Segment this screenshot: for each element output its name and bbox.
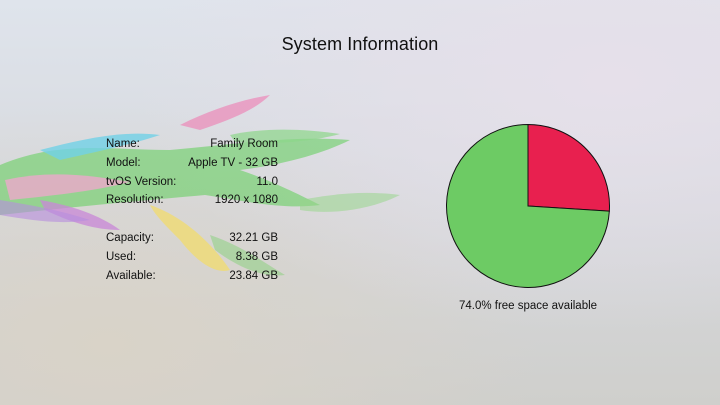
info-label: Model: [106,156,141,169]
info-row-resolution: Resolution: 1920 x 1080 [106,191,278,210]
device-info-list: Name: Family Room Model: Apple TV - 32 G… [106,135,278,210]
info-value: Family Room [210,138,278,150]
info-value: 8.38 GB [235,250,278,263]
info-label: Available: [106,269,156,282]
info-value: Apple TV - 32 GB [188,156,278,169]
info-row-name: Name: Family Room [106,135,278,154]
info-label: Capacity: [106,232,154,244]
free-space-caption: 74.0% free space available [458,300,598,312]
storage-info-list: Capacity: 32.21 GB Used: 8.38 GB Availab… [106,229,278,285]
info-row-available: Available: 23.84 GB [106,267,278,286]
pie-slice-used [527,124,610,212]
info-label: Name: [106,138,140,150]
info-value: 23.84 GB [229,269,278,282]
info-label: Resolution: [106,194,164,207]
info-value: 32.21 GB [229,232,278,244]
page-title: System Information [281,34,439,54]
info-value: 11.0 [256,175,278,188]
info-row-model: Model: Apple TV - 32 GB [106,154,278,173]
pie-slice-available [446,124,610,288]
info-row-os-version: tvOS Version: 11.0 [106,173,278,192]
info-row-capacity: Capacity: 32.21 GB [106,229,278,248]
info-row-used: Used: 8.38 GB [106,248,278,267]
info-value: 1920 x 1080 [214,194,278,207]
storage-pie-chart [446,124,610,288]
info-label: Used: [106,250,137,263]
info-label: tvOS Version: [106,175,177,188]
